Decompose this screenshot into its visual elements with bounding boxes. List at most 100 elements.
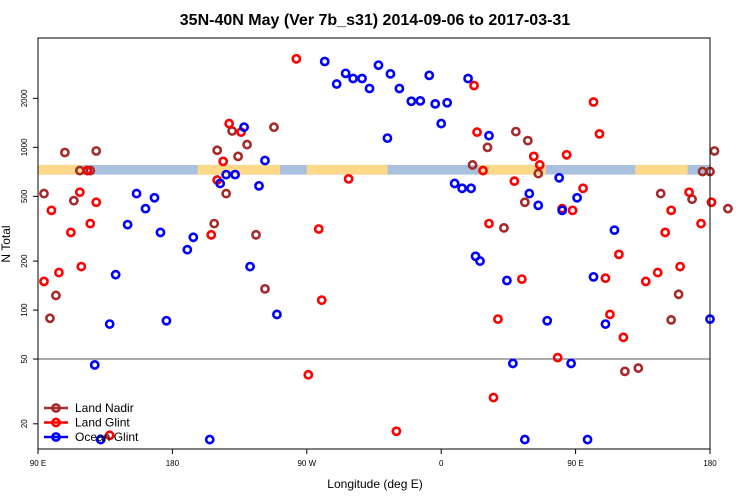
land-nadir-point [45,313,55,324]
land-glint-point [666,205,677,216]
ocean-glint-legend-marker [51,432,61,442]
ocean-glint-point [609,225,620,236]
y-tick-label: 20 [20,419,29,428]
land-glint-point [218,156,229,167]
x-tick-label: 180 [166,459,180,468]
land-glint-point [39,276,49,287]
ocean-glint-point [104,319,115,329]
land-nadir-point [533,168,544,179]
land-nadir-point [242,139,252,150]
land-nadir-point [510,126,521,137]
ocean-glint-point [542,315,553,326]
ocean-glint-point [588,271,599,282]
land-glint-point [76,261,87,272]
land-nadir-point [619,366,630,377]
data-points [39,53,733,445]
land-glint-point [46,205,57,216]
land-nadir-point [666,315,677,325]
land-glint-point [316,295,327,306]
land-glint-point [54,267,64,278]
ocean-glint-point [373,60,384,71]
land-nadir-point [269,122,279,133]
ocean-glint-point [600,319,611,329]
ocean-glint-point [502,275,512,286]
ocean-glint-point [430,98,441,109]
land-glint-point [206,229,217,240]
land-glint-point [528,151,539,162]
ocean-glint-point [272,309,282,320]
land-glint-point [65,227,76,238]
land-glint-point [561,149,572,160]
land-glint-point [224,118,235,129]
land-nadir-point [499,222,509,233]
x-axis-label: Longitude (deg E) [327,477,422,491]
land-band-segment [478,164,546,175]
ocean-glint-point [394,83,405,94]
land-glint-point [652,267,663,278]
land-nadir-point [723,203,733,214]
ocean-glint-point [533,200,544,211]
land-band-segment [306,164,388,175]
y-tick-label: 1000 [20,138,29,156]
ocean-glint-point [436,118,447,129]
ocean-glint-point [348,73,358,84]
land-nadir-point [221,188,232,199]
land-nadir-point [709,146,720,156]
land-glint-point [85,218,96,229]
land-nadir-point [673,289,684,300]
y-tick-label: 500 [20,189,29,203]
ocean-glint-point [524,188,535,199]
y-axis-label: N Total [0,225,13,262]
x-tick-label: 90 E [30,459,46,468]
ocean-glint-point [260,155,270,166]
land-glint-point [509,176,520,187]
ocean-glint-point [182,244,193,255]
land-glint-point [578,183,588,194]
land-glint-point [104,430,115,441]
ocean-glint-point [95,434,106,445]
ocean-glint-legend-label: Ocean Glint [75,430,139,444]
land-glint-point [675,261,686,272]
ocean-glint-point [149,192,160,203]
land-glint-legend-marker [51,417,61,428]
ocean-glint-point [155,227,166,238]
land-glint-point [493,314,503,324]
ocean-glint-point [457,183,468,194]
land-nadir-point [467,160,478,170]
ocean-glint-point [131,188,142,199]
land-glint-point [684,187,694,198]
ocean-glint-point [554,172,565,183]
ocean-glint-point [466,183,476,194]
ocean-glint-point [239,122,249,133]
land-band-segment [38,164,83,175]
land-glint-point [488,392,499,403]
x-tick-label: 0 [439,459,444,468]
ocean-glint-point [449,178,460,189]
ocean-glint-point [424,70,435,81]
x-axis: 90 E 180 90 W 0 90 E 180 [30,449,717,468]
ocean-glint-point [382,133,393,143]
ocean-glint-point [340,68,351,79]
ocean-glint-point [519,434,530,445]
land-glint-point [469,80,479,91]
chart-title: 35N-40N May (Ver 7b_s31) 2014-09-06 to 2… [180,12,571,29]
ocean-glint-point [507,358,518,369]
land-nadir-point [51,290,61,301]
y-tick-label: 100 [20,303,29,317]
plot-frame [37,37,711,450]
land-glint-point [552,352,563,363]
land-glint-point [594,128,605,139]
land-glint-point [588,97,599,107]
ocean-glint-point [385,68,396,79]
ocean-glint-point [110,269,121,280]
land-glint-point [343,173,354,184]
ocean-glint-point [572,192,582,203]
ocean-glint-point [204,434,215,445]
y-tick-label: 50 [20,354,29,363]
ocean-glint-point [566,358,577,369]
land-glint-point [618,332,629,343]
land-nadir-point [59,147,70,158]
land-nadir-point [633,363,644,373]
